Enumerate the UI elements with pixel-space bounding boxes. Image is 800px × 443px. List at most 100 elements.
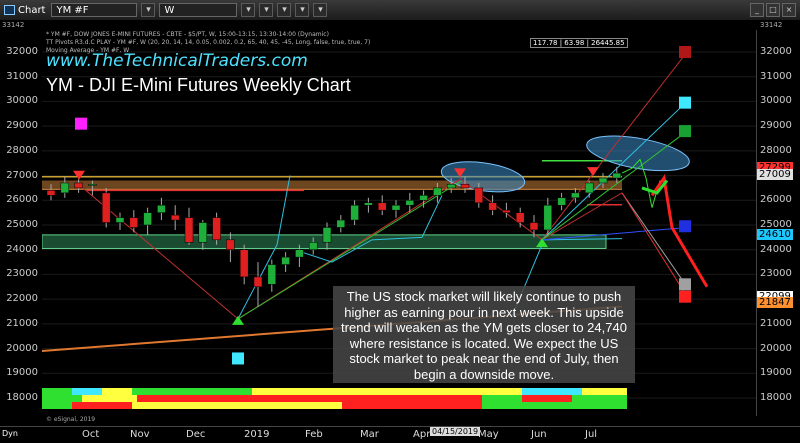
y-tick-left: 22000 [6,293,38,305]
indicator-bar [522,395,572,402]
pivot-triangle-down [454,168,466,178]
projection-line [621,192,688,288]
indicator-bar [342,402,482,409]
x-tick-label: Dec [186,429,206,440]
candle-body [474,187,484,204]
indicator-bar [482,395,522,402]
x-tick-label: Mar [360,429,379,440]
window-title: Chart [0,5,49,16]
pivot-triangle-up [536,238,548,248]
candle-body [405,200,415,206]
candle-body [502,209,511,213]
candle-body [543,204,553,231]
y-tick-left: 28000 [6,144,38,156]
target-square [679,220,691,233]
resistance-zone [42,180,622,188]
chart-window-icon [4,5,15,15]
toolbar-button-5[interactable]: ▾ [295,3,310,17]
y-tick-right: 23000 [760,268,792,280]
projection-line [541,226,688,241]
pivot-triangle-up [232,315,244,325]
x-tick-label: Oct [82,429,100,440]
projection-path-green [641,179,669,195]
projection-path [621,158,661,208]
candle-body [322,227,332,243]
toolbar-button-4[interactable]: ▾ [277,3,292,17]
price-tag: 24610 [757,228,793,240]
y-tick-right: 30000 [760,95,792,107]
left-price-axis[interactable]: 32000 31000 30000 29000 28000 27000 26000 25000… [0,30,43,416]
candle-body [336,219,346,228]
right-price-axis[interactable]: 3200031000300002900028000270002600025000… [756,30,800,416]
target-square [679,278,691,291]
y-tick-right: 18000 [760,392,792,403]
candle-body [267,264,277,285]
y-tick-left: 24000 [6,243,38,255]
ohlc-readout: 117.78 | 63.98 | 26445.85 [530,38,628,48]
pivot-triangle-down [73,170,85,180]
target-square [679,96,691,109]
candle-body [170,214,180,221]
analysis-note: The US stock market will likely continue… [333,286,635,383]
candle-body [157,204,166,213]
candle-body [515,212,525,223]
symbol-dropdown-button[interactable]: ▾ [141,3,156,17]
candle-body [460,183,470,189]
y-tick-left: 19000 [6,367,38,379]
indicator-bar [482,402,627,409]
target-square [679,125,691,138]
y-tick-left: 23000 [6,268,38,280]
projection-path-red [650,174,709,288]
y-tick-right: 25000 [760,219,792,230]
candle-body [212,217,221,241]
price-tag: 27299 [757,162,793,174]
y-tick-right: 28000 [760,144,792,156]
indicator-bar [582,388,627,395]
marker-square [232,352,244,365]
candle-body [571,192,580,199]
candle-body [557,197,566,206]
candle-body [612,172,622,179]
x-tick-label: Jun [531,429,547,440]
y-tick-right: 21000 [760,317,792,329]
symbol-input[interactable]: YM #F [51,3,138,17]
interval-dropdown-button[interactable]: ▾ [241,3,256,17]
projection-line [541,101,688,241]
toolbar-button-3[interactable]: ▾ [259,3,274,17]
candle-body [226,239,235,250]
esignal-copyright: © eSignal, 2019 [46,416,96,423]
y-tick-right: 24000 [760,243,792,255]
candle-body [598,177,608,184]
candle-body [184,217,194,243]
candle-body [74,182,83,189]
candle-body [529,222,539,231]
window-title-text: Chart [18,4,46,16]
maximize-icon[interactable]: □ [766,3,780,17]
candle-body [143,212,152,226]
time-axis[interactable]: Oct Nov Dec 2019 Feb Mar Apr May Jun Jul 04/15/201… [0,426,800,443]
indicator-bar [72,402,132,409]
candle-body [391,204,401,211]
y-tick-right: 19000 [760,367,792,379]
indicator-bar [137,395,482,402]
toolbar-button-6[interactable]: ▾ [313,3,328,17]
interval-input[interactable]: W [159,3,238,17]
indicator-bar [42,395,82,402]
candle-body [239,249,249,278]
pivot-line-cyan [237,175,291,320]
y-tick-right: 20000 [760,342,792,354]
y-tick-right: 26000 [760,194,792,206]
window-controls: _ □ × [750,3,800,17]
minimize-icon[interactable]: _ [750,3,764,17]
candle-body [88,183,97,186]
x-date-readout: 04/15/2019 [430,427,481,436]
y-tick-left: 27000 [6,169,38,181]
dyn-label[interactable]: Dyn [2,429,18,438]
close-icon[interactable]: × [782,3,796,17]
x-tick-label: Feb [305,429,323,440]
projection-line [541,130,688,241]
candle-body [115,217,125,223]
top-right-value: 33142 [760,21,783,29]
y-tick-left: 20000 [6,342,38,354]
